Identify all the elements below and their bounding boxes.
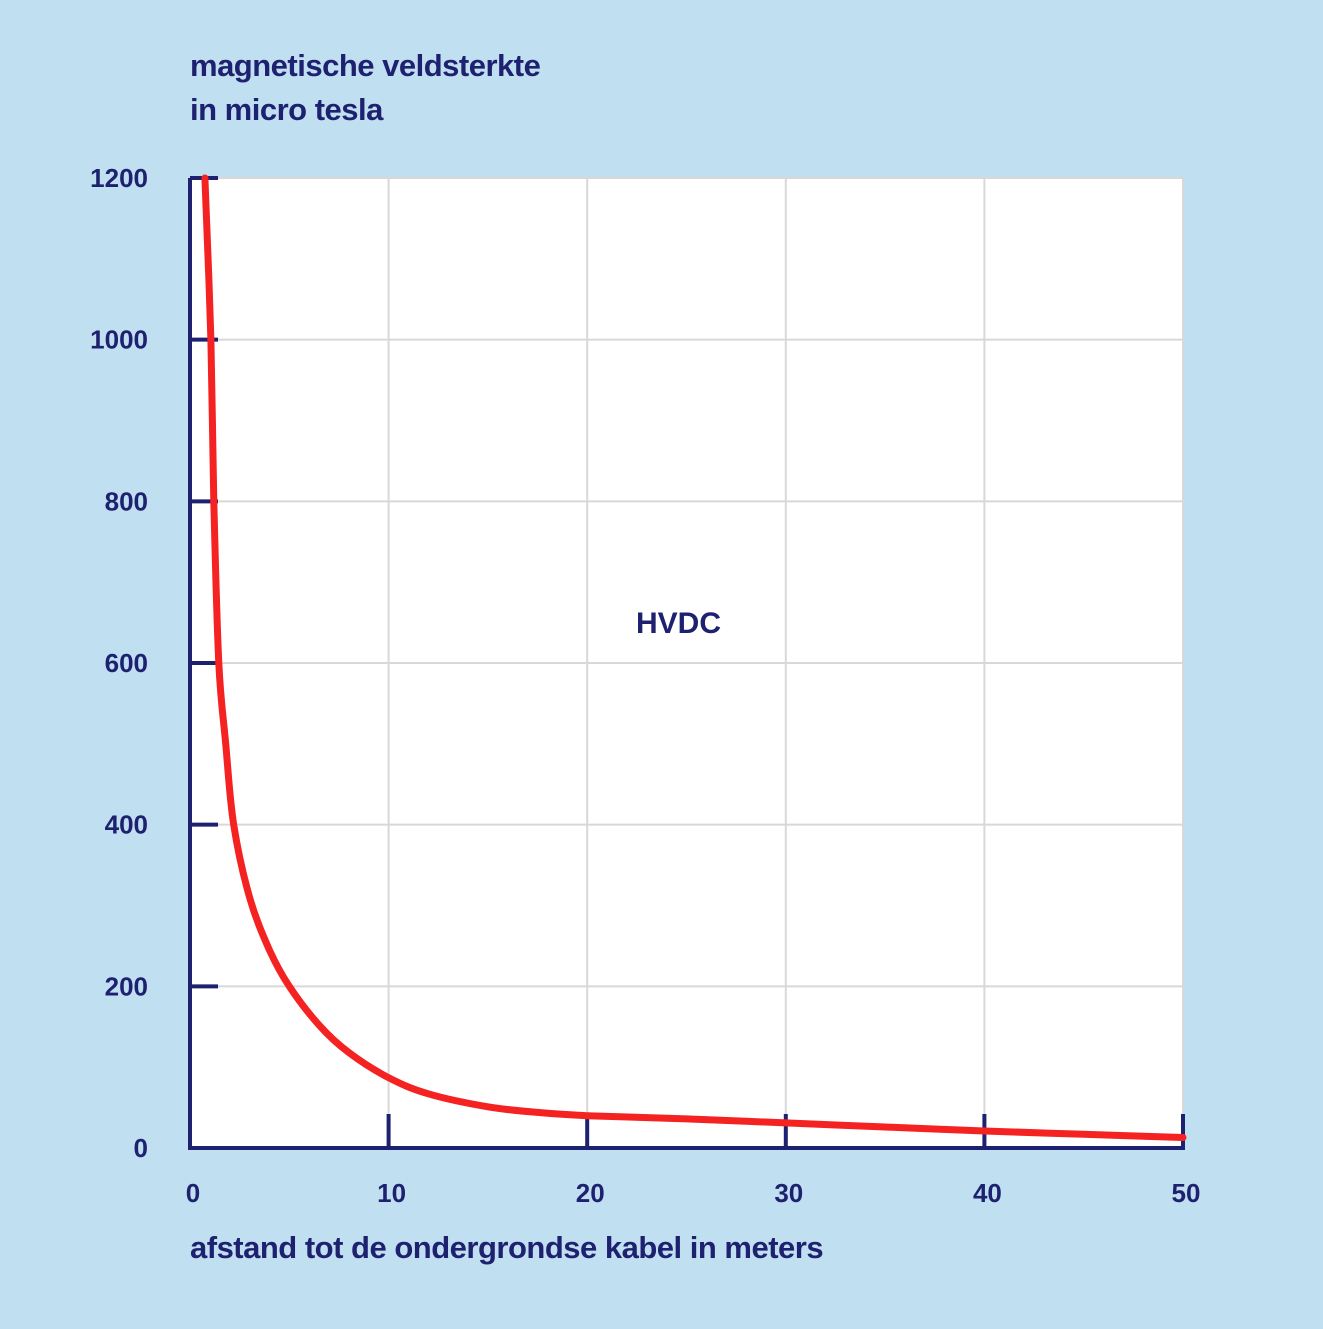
x-tick-label: 20 (576, 1178, 605, 1208)
tick-labels: 0 10 20 30 40 50 0 200 400 600 800 1000 1200 (90, 163, 1200, 1208)
x-tick-label: 0 (186, 1178, 200, 1208)
y-axis-title: magnetische veldsterkte in micro tesla (190, 44, 541, 132)
series-line-hvdc (201, 174, 1187, 1141)
x-tick-label: 30 (774, 1178, 803, 1208)
annotation-hvdc: HVDC (636, 607, 721, 640)
y-tick-label: 1200 (90, 163, 148, 193)
y-tick-label: 600 (105, 648, 148, 678)
x-tick-label: 10 (377, 1178, 406, 1208)
y-tick-label: 1000 (90, 325, 148, 355)
y-tick-label: 200 (105, 971, 148, 1001)
y-tick-label: 400 (105, 810, 148, 840)
x-tick-label: 50 (1172, 1178, 1201, 1208)
y-tick-label: 800 (105, 486, 148, 516)
y-axis-title-line-1: magnetische veldsterkte (190, 48, 541, 83)
x-axis-title: afstand tot de ondergrondse kabel in met… (190, 1230, 824, 1265)
grid (190, 177, 1184, 1148)
y-axis-title-line-2: in micro tesla (190, 92, 383, 127)
x-tick-label: 40 (973, 1178, 1002, 1208)
y-tick-label: 0 (134, 1133, 148, 1163)
